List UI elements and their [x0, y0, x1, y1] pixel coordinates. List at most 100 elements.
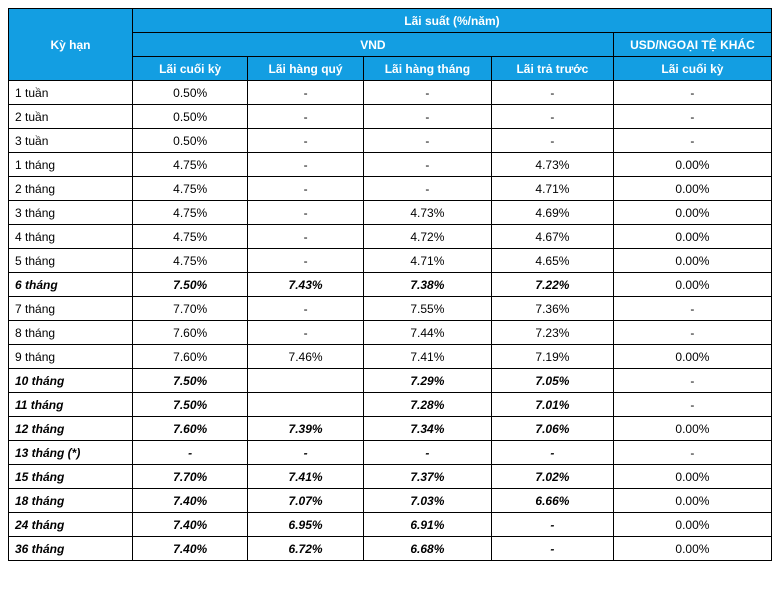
- value-cell: 7.37%: [363, 465, 491, 489]
- value-cell: 0.50%: [132, 105, 247, 129]
- value-cell: 4.75%: [132, 201, 247, 225]
- value-cell: -: [492, 81, 614, 105]
- value-cell: -: [132, 441, 247, 465]
- value-cell: 4.65%: [492, 249, 614, 273]
- value-cell: 7.46%: [248, 345, 363, 369]
- value-cell: -: [248, 225, 363, 249]
- value-cell: 7.36%: [492, 297, 614, 321]
- value-cell: 0.00%: [613, 513, 771, 537]
- value-cell: -: [248, 129, 363, 153]
- table-row: 1 tuần0.50%----: [9, 81, 772, 105]
- term-cell: 36 tháng: [9, 537, 133, 561]
- value-cell: 7.41%: [248, 465, 363, 489]
- value-cell: [248, 369, 363, 393]
- value-cell: 4.75%: [132, 177, 247, 201]
- header-term: Kỳ hạn: [9, 9, 133, 81]
- term-cell: 5 tháng: [9, 249, 133, 273]
- interest-rate-table: Kỳ hạn Lãi suất (%/năm) VND USD/NGOẠI TỆ…: [8, 8, 772, 561]
- term-cell: 2 tháng: [9, 177, 133, 201]
- value-cell: -: [613, 441, 771, 465]
- value-cell: 6.66%: [492, 489, 614, 513]
- term-cell: 11 tháng: [9, 393, 133, 417]
- table-row: 1 tháng4.75%--4.73%0.00%: [9, 153, 772, 177]
- value-cell: 7.60%: [132, 417, 247, 441]
- value-cell: -: [363, 441, 491, 465]
- value-cell: 7.34%: [363, 417, 491, 441]
- value-cell: 4.75%: [132, 225, 247, 249]
- table-row: 18 tháng7.40%7.07%7.03%6.66%0.00%: [9, 489, 772, 513]
- value-cell: 7.50%: [132, 273, 247, 297]
- value-cell: 7.01%: [492, 393, 614, 417]
- header-vnd: VND: [132, 33, 613, 57]
- value-cell: 0.00%: [613, 537, 771, 561]
- term-cell: 9 tháng: [9, 345, 133, 369]
- table-row: 2 tuần0.50%----: [9, 105, 772, 129]
- value-cell: 4.67%: [492, 225, 614, 249]
- value-cell: 7.29%: [363, 369, 491, 393]
- table-row: 12 tháng7.60%7.39%7.34%7.06%0.00%: [9, 417, 772, 441]
- value-cell: -: [248, 177, 363, 201]
- value-cell: 7.19%: [492, 345, 614, 369]
- header-col-usd-end: Lãi cuối kỳ: [613, 57, 771, 81]
- table-row: 3 tuần0.50%----: [9, 129, 772, 153]
- value-cell: 6.68%: [363, 537, 491, 561]
- value-cell: -: [613, 129, 771, 153]
- value-cell: -: [492, 129, 614, 153]
- value-cell: -: [492, 441, 614, 465]
- term-cell: 10 tháng: [9, 369, 133, 393]
- table-row: 4 tháng4.75%-4.72%4.67%0.00%: [9, 225, 772, 249]
- value-cell: 7.41%: [363, 345, 491, 369]
- value-cell: 4.69%: [492, 201, 614, 225]
- term-cell: 6 tháng: [9, 273, 133, 297]
- value-cell: 6.72%: [248, 537, 363, 561]
- value-cell: 6.95%: [248, 513, 363, 537]
- value-cell: 4.75%: [132, 249, 247, 273]
- value-cell: -: [492, 513, 614, 537]
- value-cell: -: [363, 153, 491, 177]
- term-cell: 4 tháng: [9, 225, 133, 249]
- value-cell: -: [613, 321, 771, 345]
- table-row: 11 tháng7.50%7.28%7.01%-: [9, 393, 772, 417]
- header-col-upfront: Lãi trả trước: [492, 57, 614, 81]
- value-cell: -: [248, 153, 363, 177]
- value-cell: 0.00%: [613, 249, 771, 273]
- value-cell: 0.00%: [613, 417, 771, 441]
- value-cell: -: [613, 81, 771, 105]
- value-cell: -: [248, 297, 363, 321]
- value-cell: -: [613, 369, 771, 393]
- value-cell: -: [613, 105, 771, 129]
- value-cell: 4.75%: [132, 153, 247, 177]
- value-cell: 4.73%: [492, 153, 614, 177]
- value-cell: 7.60%: [132, 321, 247, 345]
- value-cell: 0.00%: [613, 225, 771, 249]
- value-cell: 0.00%: [613, 153, 771, 177]
- value-cell: -: [363, 177, 491, 201]
- value-cell: 0.00%: [613, 177, 771, 201]
- value-cell: 7.40%: [132, 513, 247, 537]
- value-cell: 6.91%: [363, 513, 491, 537]
- value-cell: 7.70%: [132, 297, 247, 321]
- term-cell: 3 tháng: [9, 201, 133, 225]
- table-row: 2 tháng4.75%--4.71%0.00%: [9, 177, 772, 201]
- header-col-quarterly: Lãi hàng quý: [248, 57, 363, 81]
- value-cell: 7.07%: [248, 489, 363, 513]
- value-cell: 0.00%: [613, 465, 771, 489]
- value-cell: 7.28%: [363, 393, 491, 417]
- value-cell: 0.00%: [613, 273, 771, 297]
- term-cell: 2 tuần: [9, 105, 133, 129]
- term-cell: 15 tháng: [9, 465, 133, 489]
- value-cell: -: [613, 393, 771, 417]
- table-row: 3 tháng4.75%-4.73%4.69%0.00%: [9, 201, 772, 225]
- value-cell: 4.71%: [363, 249, 491, 273]
- term-cell: 8 tháng: [9, 321, 133, 345]
- value-cell: 0.00%: [613, 201, 771, 225]
- header-col-end: Lãi cuối kỳ: [132, 57, 247, 81]
- value-cell: -: [613, 297, 771, 321]
- table-row: 8 tháng7.60%-7.44%7.23%-: [9, 321, 772, 345]
- table-row: 6 tháng7.50%7.43%7.38%7.22%0.00%: [9, 273, 772, 297]
- header-usd: USD/NGOẠI TỆ KHÁC: [613, 33, 771, 57]
- value-cell: 0.50%: [132, 81, 247, 105]
- value-cell: 7.70%: [132, 465, 247, 489]
- table-row: 24 tháng7.40%6.95%6.91%-0.00%: [9, 513, 772, 537]
- term-cell: 24 tháng: [9, 513, 133, 537]
